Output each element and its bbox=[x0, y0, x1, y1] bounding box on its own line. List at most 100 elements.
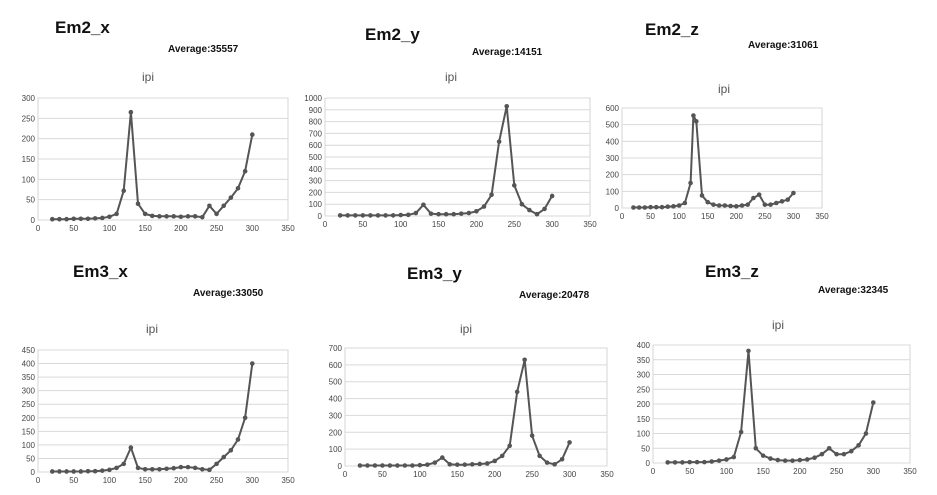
data-point bbox=[149, 213, 155, 219]
data-point bbox=[107, 467, 112, 473]
data-point bbox=[398, 212, 404, 218]
data-point bbox=[228, 195, 234, 200]
data-point bbox=[192, 214, 198, 219]
y-tick-label: 50 bbox=[641, 444, 650, 453]
data-point bbox=[171, 465, 177, 471]
y-tick-label: 100 bbox=[22, 441, 36, 450]
data-point bbox=[178, 214, 184, 220]
y-tick-label: 500 bbox=[309, 153, 323, 162]
data-point bbox=[492, 458, 498, 464]
data-point bbox=[731, 454, 737, 460]
x-tick-label: 50 bbox=[358, 220, 367, 229]
data-point bbox=[672, 460, 678, 465]
y-tick-label: 600 bbox=[606, 104, 620, 113]
data-point bbox=[653, 204, 659, 210]
x-tick-label: 100 bbox=[394, 220, 408, 229]
data-point bbox=[114, 465, 119, 471]
data-point bbox=[728, 203, 733, 209]
data-point bbox=[642, 205, 648, 210]
y-tick-label: 300 bbox=[329, 411, 343, 420]
data-point bbox=[135, 201, 141, 207]
data-point bbox=[762, 202, 768, 207]
data-point bbox=[856, 443, 861, 448]
data-point bbox=[773, 200, 779, 206]
data-point bbox=[870, 400, 876, 405]
data-point bbox=[249, 132, 255, 137]
data-point bbox=[797, 457, 803, 463]
x-tick-label: 50 bbox=[69, 224, 78, 233]
data-point bbox=[636, 205, 642, 210]
data-point bbox=[372, 463, 378, 468]
line-chart: 0 50 100 150 200 250 300 350 400 0 50 100 150 200 250 3… bbox=[637, 341, 918, 476]
data-point bbox=[812, 455, 817, 460]
data-point bbox=[716, 203, 722, 208]
data-point bbox=[779, 199, 785, 204]
data-point bbox=[337, 213, 343, 218]
data-point bbox=[402, 463, 408, 468]
y-tick-label: 100 bbox=[309, 200, 323, 209]
data-point bbox=[519, 201, 525, 207]
y-tick-label: 250 bbox=[22, 114, 36, 123]
y-tick-label: 300 bbox=[309, 177, 323, 186]
data-point bbox=[477, 461, 483, 467]
series-line bbox=[360, 358, 571, 467]
line-chart: 0 50 100 150 200 250 300 0 50 100 150 200 250 300 350 bbox=[22, 94, 296, 233]
data-point bbox=[567, 440, 572, 445]
data-point bbox=[390, 213, 396, 218]
line-chart: 0 100 200 300 400 500 600 0 50 100 150 200 250 300 350 bbox=[606, 104, 830, 221]
data-point bbox=[447, 462, 453, 467]
y-tick-label: 300 bbox=[22, 387, 36, 396]
chart-heading: Em2_x bbox=[55, 18, 110, 37]
data-point bbox=[648, 204, 653, 210]
data-point bbox=[99, 215, 105, 221]
data-point bbox=[507, 443, 512, 449]
data-point bbox=[221, 203, 227, 209]
data-point bbox=[768, 456, 773, 461]
x-tick-label: 0 bbox=[36, 224, 41, 233]
data-point bbox=[242, 415, 248, 421]
data-point bbox=[428, 211, 434, 216]
chart-panel-5: Em3_y Average:20478 ipi 0 100 200 300 400 500 600… bbox=[305, 250, 625, 495]
x-tick-label: 150 bbox=[756, 467, 770, 476]
data-point bbox=[481, 204, 487, 209]
y-tick-label: 900 bbox=[309, 106, 323, 115]
x-tick-label: 250 bbox=[525, 470, 539, 479]
data-point bbox=[693, 119, 699, 124]
data-point bbox=[49, 469, 55, 474]
x-tick-label: 250 bbox=[508, 220, 522, 229]
y-tick-label: 1000 bbox=[304, 94, 322, 103]
average-label: Average:33050 bbox=[193, 288, 264, 299]
data-point bbox=[756, 192, 762, 197]
data-point bbox=[671, 204, 676, 209]
y-tick-label: 250 bbox=[637, 385, 651, 394]
data-point bbox=[85, 216, 91, 222]
x-tick-label: 100 bbox=[720, 467, 734, 476]
x-tick-label: 100 bbox=[103, 476, 117, 485]
x-tick-label: 100 bbox=[672, 212, 686, 221]
chart-title: ipi bbox=[718, 82, 731, 96]
data-point bbox=[819, 451, 825, 457]
data-point bbox=[705, 199, 711, 205]
chart-title: ipi bbox=[142, 70, 155, 84]
chart-heading: Em2_z bbox=[645, 20, 699, 39]
data-point bbox=[78, 216, 84, 222]
y-tick-label: 700 bbox=[309, 129, 323, 138]
y-tick-label: 200 bbox=[309, 188, 323, 197]
average-label: Average:35557 bbox=[168, 44, 239, 55]
y-tick-label: 200 bbox=[637, 400, 651, 409]
data-point bbox=[443, 211, 449, 217]
data-point bbox=[235, 185, 241, 191]
x-tick-label: 300 bbox=[246, 224, 260, 233]
y-tick-label: 50 bbox=[26, 196, 35, 205]
data-point bbox=[157, 466, 162, 472]
data-point bbox=[57, 469, 62, 474]
data-point bbox=[121, 188, 127, 194]
x-tick-label: 300 bbox=[545, 220, 559, 229]
x-tick-label: 200 bbox=[470, 220, 484, 229]
data-point bbox=[804, 457, 810, 462]
data-point bbox=[135, 465, 141, 471]
data-point bbox=[863, 431, 869, 436]
data-point bbox=[466, 210, 472, 216]
data-point bbox=[157, 214, 162, 219]
data-point bbox=[242, 168, 248, 174]
